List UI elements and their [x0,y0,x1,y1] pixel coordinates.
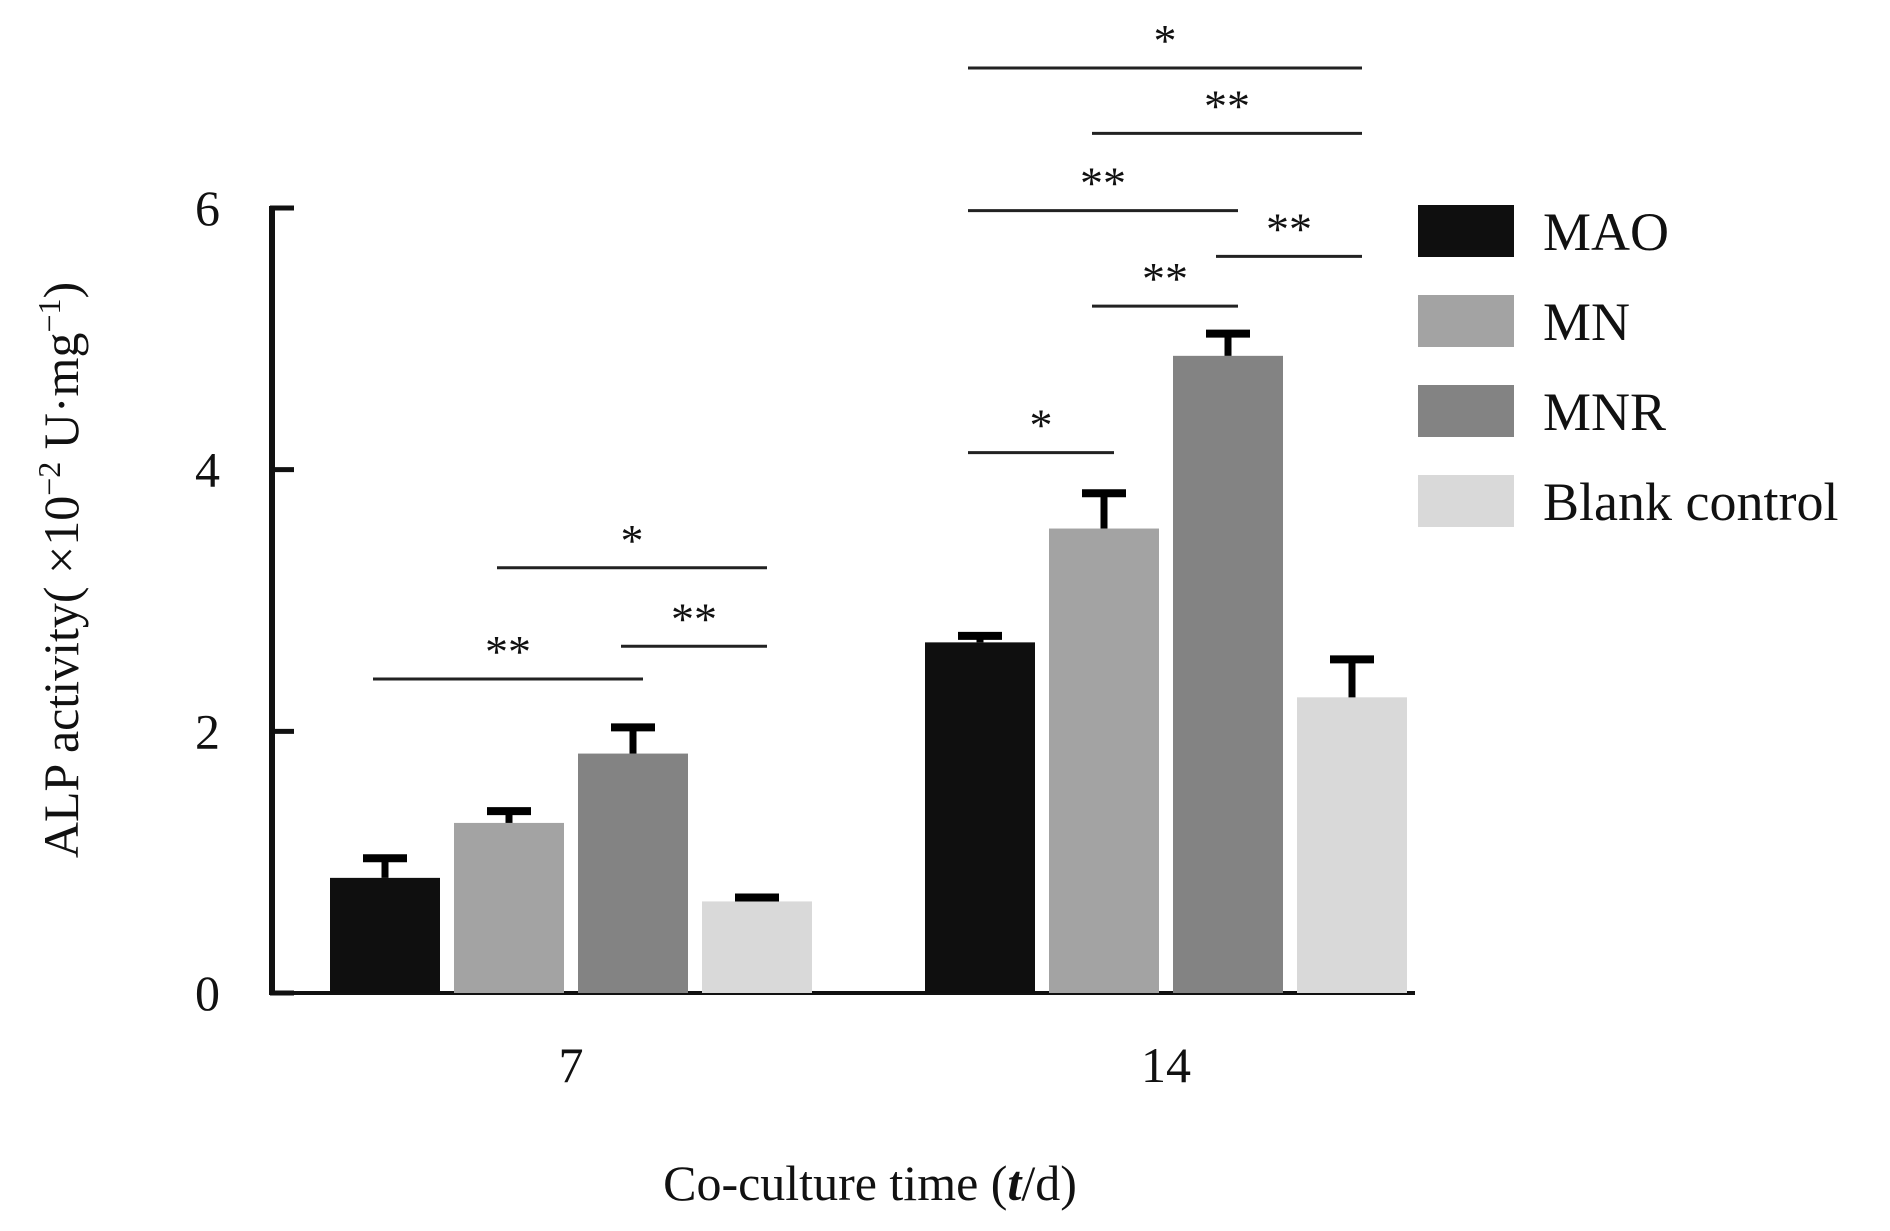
y-tick-label: 0 [195,965,220,1021]
legend-swatch [1418,295,1514,347]
significance-label: * [621,515,644,566]
error-bars [363,329,1374,902]
y-axis-title: ALP activity( ×10−2 U·mg−1) [31,282,89,858]
x-ticks: 7 14 [559,1037,1192,1093]
bar [578,753,688,993]
bars [330,355,1407,993]
significance-label: ** [671,593,717,644]
legend-label: MNR [1543,382,1666,442]
bar [1173,355,1283,993]
bar [1297,697,1407,993]
x-axis-title: Co-culture time (t/d) [663,1155,1077,1211]
significance-label: ** [1080,158,1126,209]
x-tick-label: 14 [1141,1037,1191,1093]
bar [702,901,812,993]
significance-label: ** [1204,80,1250,131]
y-tick-label: 6 [195,180,220,236]
legend: MAO MN MNR Blank control [1418,202,1838,532]
significance-label: * [1154,15,1177,66]
significance-brackets: *************** [373,15,1362,681]
x-tick-label: 7 [559,1037,584,1093]
significance-label: ** [1266,203,1312,254]
significance-label: ** [485,626,531,677]
legend-swatch [1418,385,1514,437]
bar [454,822,564,993]
legend-swatch [1418,205,1514,257]
bar [330,877,440,993]
significance-label: ** [1142,253,1188,304]
bar [1049,528,1159,993]
y-tick-label: 2 [195,703,220,759]
y-tick-label: 4 [195,442,220,498]
legend-label: Blank control [1543,472,1838,532]
y-ticks: 0 2 4 6 [195,180,294,1021]
legend-swatch [1418,475,1514,527]
legend-label: MN [1543,292,1630,352]
significance-label: * [1030,400,1053,451]
bar [925,642,1035,993]
legend-label: MAO [1543,202,1669,262]
